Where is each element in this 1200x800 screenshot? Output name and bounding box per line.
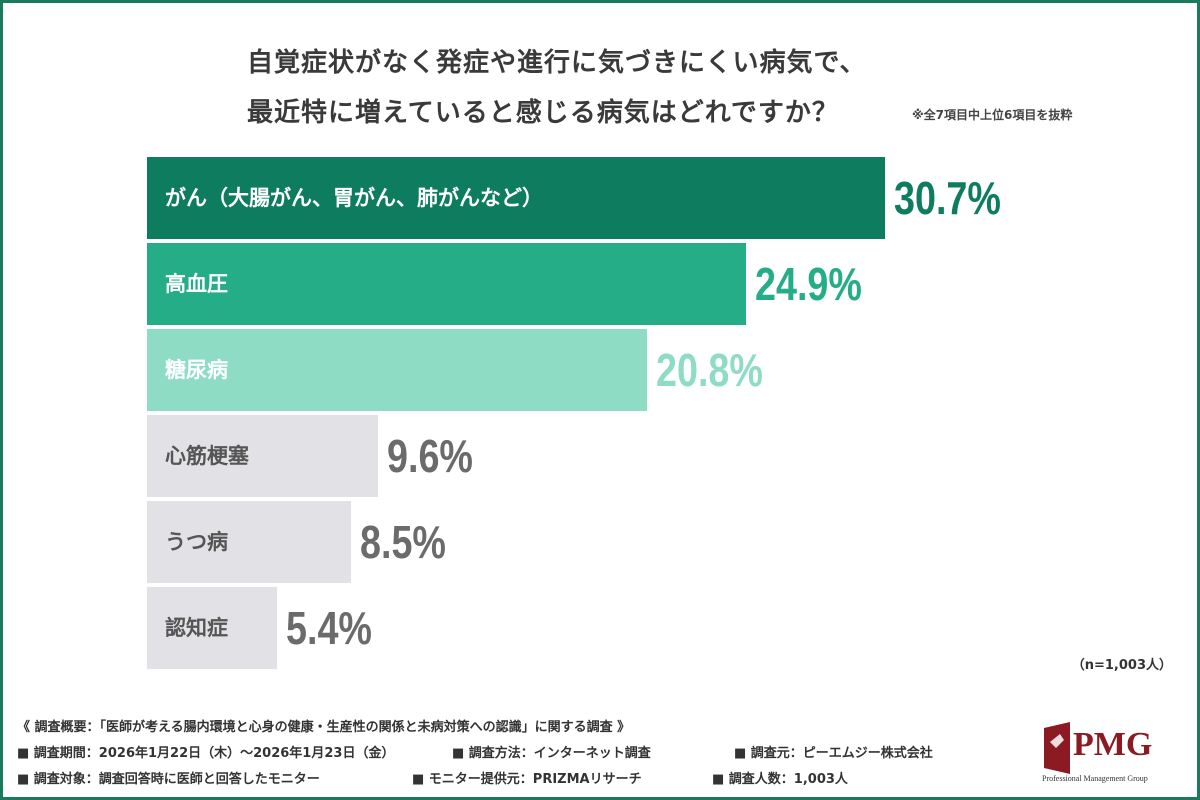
chart-title-line-1: 自覚症状がなく発症や進行に気づきにくい病気で、 bbox=[247, 48, 867, 78]
sample-size: （n=1,003人） bbox=[1071, 658, 1172, 673]
bar: うつ病 bbox=[147, 501, 352, 583]
monitor-provider: ■ モニター提供元：PRIZMAリサーチ bbox=[412, 772, 642, 787]
pmg-logo: PMG Professional Management Group bbox=[1040, 722, 1170, 788]
chart-note: ※全7項目中上位6項目を抜粋 bbox=[912, 108, 1073, 122]
bar: がん（大腸がん、胃がん、肺がんなど） bbox=[147, 157, 885, 239]
bar-value-label: 5.4% bbox=[285, 602, 372, 654]
bar-category-label: うつ病 bbox=[165, 530, 228, 554]
bar-category-label: 認知症 bbox=[165, 616, 228, 640]
survey-overview: 《 調査概要：「医師が考える腸内環境と心身の健康・生産性の関係と未病対策への認識… bbox=[17, 720, 631, 735]
bar-category-label: 糖尿病 bbox=[165, 358, 228, 382]
bar-value-label: 9.6% bbox=[386, 430, 473, 482]
bar: 認知症 bbox=[147, 587, 277, 669]
pmg-logo-mark-icon bbox=[1044, 722, 1070, 774]
logo-text: PMG bbox=[1073, 726, 1153, 763]
bar-category-label: がん（大腸がん、胃がん、肺がんなど） bbox=[165, 186, 543, 210]
bar: 糖尿病 bbox=[147, 329, 647, 411]
survey-target: ■ 調査対象：調査回答時に医師と回答したモニター bbox=[17, 772, 320, 787]
logo-subtitle: Professional Management Group bbox=[1042, 774, 1148, 783]
bar: 高血圧 bbox=[147, 243, 746, 325]
bar-value-label: 30.7% bbox=[894, 172, 1001, 224]
footer-row-1: ■ 調査期間：2026年1月22日（木）～2026年1月23日（金） ■ 調査方法… bbox=[17, 742, 933, 761]
footer-row-2: ■ 調査対象：調査回答時に医師と回答したモニター ■ モニター提供元：PRIZMA… bbox=[17, 768, 848, 787]
chart-title-line-2: 最近特に増えていると感じる病気はどれですか？ bbox=[247, 98, 839, 128]
bar-value-label: 20.8% bbox=[656, 344, 763, 396]
survey-count: ■ 調査人数：1,003人 bbox=[712, 772, 848, 787]
bar-category-label: 高血圧 bbox=[165, 272, 228, 296]
bar: 心筋梗塞 bbox=[147, 415, 378, 497]
survey-method: ■ 調査方法：インターネット調査 bbox=[452, 746, 651, 761]
bar-category-label: 心筋梗塞 bbox=[165, 444, 249, 468]
bar-value-label: 8.5% bbox=[360, 516, 447, 568]
survey-period: ■ 調査期間：2026年1月22日（木）～2026年1月23日（金） bbox=[17, 746, 395, 761]
survey-source: ■ 調査元：ピーエムジー株式会社 bbox=[734, 746, 933, 761]
bar-value-label: 24.9% bbox=[754, 258, 862, 310]
